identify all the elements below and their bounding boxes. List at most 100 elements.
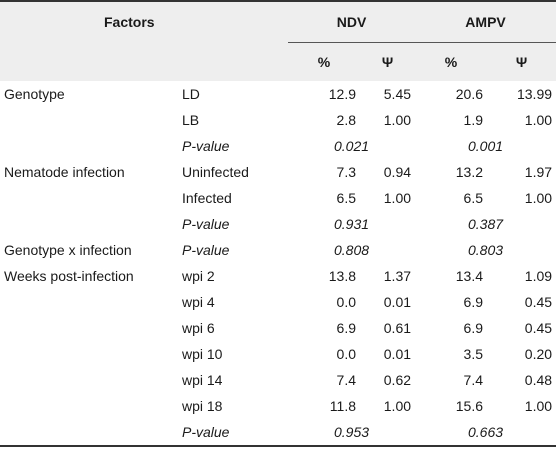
ndv-psi-cell: 1.37 [383, 268, 412, 284]
table-row: Weeks post-infection wpi 2 13.8 1.37 13.4 1.0… [0, 263, 556, 289]
ampv-psi-cell: 0.20 [524, 346, 553, 362]
table-row: wpi 10 0.0 0.01 3.5 0.20 [0, 341, 556, 367]
factor-cell [0, 211, 176, 237]
ndv-p-value: 0.021 [333, 138, 370, 154]
ampv-percent-cell: 7.4 [463, 372, 484, 388]
p-value-label: P-value [182, 216, 230, 232]
header-ndv: NDV [288, 0, 416, 43]
ndv-p-value: 0.931 [333, 216, 370, 232]
table-row: LB 2.8 1.00 1.9 1.00 [0, 107, 556, 133]
factor-cell [0, 107, 176, 133]
header-blank [0, 42, 289, 81]
ampv-psi-cell: 0.48 [524, 372, 553, 388]
level-cell: LD [182, 86, 200, 102]
ndv-percent-cell: 0.0 [336, 294, 357, 310]
ampv-percent-cell: 20.6 [455, 86, 484, 102]
factor-cell [0, 419, 176, 447]
ampv-percent-cell: 3.5 [463, 346, 484, 362]
ndv-percent-cell: 13.8 [328, 268, 357, 284]
ndv-psi-cell: 1.00 [383, 190, 412, 206]
ndv-psi-cell: 0.61 [383, 320, 412, 336]
header-ampv-psi: Ψ [487, 42, 556, 81]
ampv-psi-cell: 13.99 [516, 86, 553, 102]
ndv-percent-cell: 0.0 [336, 346, 357, 362]
factor-cell: Weeks post-infection [4, 268, 134, 284]
factor-cell: Genotype [4, 86, 65, 102]
factor-cell [0, 133, 176, 159]
ampv-percent-cell: 6.5 [463, 190, 484, 206]
ampv-psi-cell: 0.45 [524, 320, 553, 336]
ampv-psi-cell: 1.97 [524, 164, 553, 180]
factor-cell [0, 367, 176, 393]
table-row: Genotype x infection P-value 0.808 0.803 [0, 237, 556, 263]
level-cell: wpi 4 [182, 294, 215, 310]
table-row: wpi 6 6.9 0.61 6.9 0.45 [0, 315, 556, 341]
ampv-percent-cell: 13.4 [455, 268, 484, 284]
header-ndv-psi: Ψ [360, 42, 416, 81]
level-cell: wpi 6 [182, 320, 215, 336]
ampv-p-value: 0.001 [468, 138, 504, 154]
table-row: Genotype LD 12.9 5.45 20.6 13.99 [0, 81, 556, 107]
header-row-sub: % Ψ % Ψ [0, 42, 556, 81]
header-row-groups: Factors NDV AMPV [0, 0, 556, 43]
table-row: Infected 6.5 1.00 6.5 1.00 [0, 185, 556, 211]
ndv-psi-cell: 5.45 [383, 86, 412, 102]
level-cell: wpi 18 [182, 398, 223, 414]
ndv-percent-cell: 12.9 [328, 86, 357, 102]
ampv-psi-cell: 0.45 [524, 294, 553, 310]
header-ampv-percent: % [415, 42, 488, 81]
ndv-percent-cell: 6.5 [336, 190, 357, 206]
ampv-p-value: 0.387 [468, 216, 504, 232]
ampv-p-value: 0.663 [415, 419, 556, 447]
ampv-percent-cell: 6.9 [463, 320, 484, 336]
ndv-percent-cell: 7.4 [336, 372, 357, 388]
ampv-psi-cell: 1.00 [524, 398, 553, 414]
factor-cell [0, 341, 176, 367]
ampv-percent-cell: 1.9 [463, 112, 484, 128]
table-row: P-value 0.931 0.387 [0, 211, 556, 237]
level-cell: LB [182, 112, 200, 128]
level-cell: wpi 14 [182, 372, 223, 388]
level-cell: wpi 10 [182, 346, 223, 362]
ndv-psi-cell: 0.01 [383, 346, 412, 362]
factor-cell: Genotype x infection [4, 242, 132, 258]
ndv-percent-cell: 2.8 [336, 112, 357, 128]
ndv-psi-cell: 1.00 [383, 112, 412, 128]
ndv-percent-cell: 11.8 [329, 398, 357, 414]
ndv-p-value: 0.953 [288, 419, 416, 447]
ampv-percent-cell: 13.2 [455, 164, 484, 180]
factor-cell [0, 185, 176, 211]
ampv-psi-cell: 1.00 [524, 190, 553, 206]
p-value-label: P-value [182, 138, 230, 154]
results-table: Factors NDV AMPV % Ψ % Ψ Genotype LD 12.9 5… [0, 0, 556, 447]
table-body: Genotype LD 12.9 5.45 20.6 13.99 LB 2.8 1.00 1.9 1… [0, 81, 556, 447]
p-value-label: P-value [176, 419, 289, 447]
header-ndv-percent: % [288, 42, 361, 81]
header-ampv: AMPV [415, 0, 556, 43]
table-row: wpi 4 0.0 0.01 6.9 0.45 [0, 289, 556, 315]
ndv-p-value: 0.808 [333, 242, 370, 258]
table-row: P-value 0.021 0.001 [0, 133, 556, 159]
level-cell: wpi 2 [182, 268, 215, 284]
header-factors: Factors [0, 0, 289, 43]
ndv-psi-cell: 1.00 [383, 398, 412, 414]
ampv-percent-cell: 6.9 [463, 294, 484, 310]
level-cell: Infected [182, 190, 232, 206]
factor-cell [0, 315, 176, 341]
factor-cell [0, 289, 176, 315]
level-cell: Uninfected [182, 164, 249, 180]
table-row: Nematode infection Uninfected 7.3 0.94 13.2 1… [0, 159, 556, 185]
ampv-p-value: 0.803 [468, 242, 504, 258]
p-value-label: P-value [182, 242, 230, 258]
ndv-percent-cell: 6.9 [336, 320, 357, 336]
table-row: P-value 0.953 0.663 [0, 419, 556, 447]
ampv-percent-cell: 15.6 [455, 398, 484, 414]
ndv-psi-cell: 0.01 [383, 294, 412, 310]
ampv-psi-cell: 1.09 [524, 268, 553, 284]
ndv-percent-cell: 7.3 [336, 164, 357, 180]
ndv-psi-cell: 0.62 [383, 372, 412, 388]
ndv-psi-cell: 0.94 [383, 164, 412, 180]
ampv-psi-cell: 1.00 [524, 112, 553, 128]
factor-cell: Nematode infection [4, 164, 125, 180]
